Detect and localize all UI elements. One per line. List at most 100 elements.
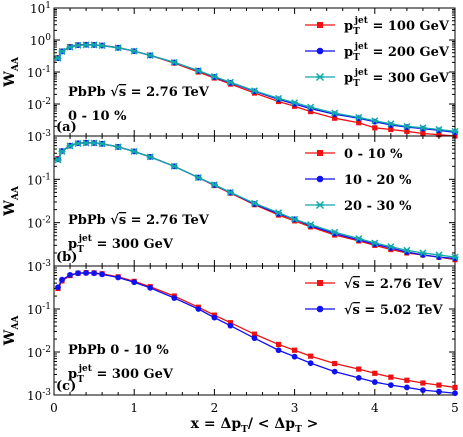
legend-label: pTjet = 200 GeV (344, 42, 450, 63)
tick-base: 10 (27, 130, 42, 144)
y-axis-label: WAA (2, 185, 21, 217)
sqrt-sign: √ (344, 303, 353, 318)
annotation: pTjet = 300 GeV (68, 234, 174, 255)
panel-label: (c) (56, 379, 76, 394)
tick-exponent: -2 (42, 97, 51, 107)
data-point (54, 54, 62, 62)
tick-exponent: 1 (45, 1, 51, 11)
ylabel-main: W (2, 200, 18, 217)
subscript: T (241, 425, 248, 435)
sqrt-sign: √ (110, 85, 119, 100)
y-tick-label: 10-1 (27, 302, 51, 317)
x-tick-label: 3 (291, 401, 299, 415)
legend-label: 20 - 30 % (344, 199, 412, 214)
data-point (115, 274, 122, 281)
subscript: T (295, 425, 302, 435)
data-point (275, 341, 282, 348)
tick-exponent: -1 (42, 65, 51, 75)
data-point (307, 360, 314, 367)
ylabel-sub: AA (11, 56, 21, 72)
data-point (451, 253, 459, 261)
superscript: jet (78, 234, 93, 244)
data-point (226, 188, 234, 196)
legend-marker (316, 175, 324, 183)
tick-exponent: 0 (45, 33, 51, 43)
label-rest: = 300 GeV (92, 237, 174, 252)
x-tick-label: 1 (130, 401, 138, 415)
data-point (146, 153, 154, 161)
data-point (170, 58, 178, 66)
data-point (195, 306, 202, 312)
data-point (91, 270, 97, 277)
x-tick-label: 4 (371, 401, 379, 415)
data-point (146, 51, 154, 59)
data-point (404, 128, 410, 134)
data-point (210, 73, 218, 81)
data-point (419, 249, 427, 257)
data-point (332, 115, 338, 121)
x-tick-label: 5 (451, 401, 459, 415)
data-point (419, 124, 427, 132)
data-point (403, 246, 411, 254)
y-tick-label: 10-3 (27, 388, 51, 403)
data-point (404, 377, 410, 383)
data-point (90, 139, 98, 147)
xlabel-part: x = Δp (191, 416, 242, 432)
data-point (275, 209, 283, 217)
legend-marker (315, 72, 325, 82)
sqrt-sign: √ (344, 277, 353, 292)
data-point (435, 251, 443, 259)
data-point (387, 382, 394, 388)
data-point (403, 384, 410, 391)
tick-base: 10 (27, 173, 42, 187)
data-point (452, 384, 458, 391)
tick-exponent: -3 (42, 129, 51, 139)
data-point (194, 174, 202, 182)
ann-label: PbPb (68, 213, 110, 228)
data-point (130, 147, 138, 155)
label-rest: = 100 GeV (368, 19, 450, 34)
ylabel-main: W (2, 329, 18, 346)
legend-entry: 20 - 30 % (305, 199, 412, 214)
tick-exponent: -1 (42, 172, 51, 182)
legend-marker (316, 305, 324, 313)
subscript: T (353, 27, 360, 37)
legend-entry: pTjet = 100 GeV (305, 16, 450, 37)
legend-marker (317, 280, 323, 286)
legend-marker (315, 200, 325, 210)
y-tick-label: 10-2 (27, 216, 51, 231)
annotation: PbPb 0 - 10 % (68, 343, 169, 358)
series-2 (54, 139, 459, 261)
data-point (66, 43, 74, 51)
annotation: PbPb √s = 2.76 TeV (68, 85, 210, 100)
legend-label: 0 - 10 % (344, 147, 403, 162)
data-point (420, 130, 426, 137)
superscript: jet (354, 16, 369, 26)
data-point (130, 47, 138, 55)
data-point (83, 270, 89, 276)
ann-label: PbPb (68, 85, 110, 100)
legend-marker (317, 150, 323, 156)
ann-rest: = 2.76 TeV (126, 85, 210, 100)
data-point (387, 243, 395, 251)
data-point (171, 295, 178, 301)
x-axis-label: x = ΔpT/ < ΔpT > (191, 416, 319, 435)
data-point (371, 239, 379, 247)
tick-base: 10 (27, 260, 42, 274)
tick-exponent: -3 (42, 388, 51, 398)
data-point (170, 162, 178, 170)
data-point (98, 42, 106, 50)
data-point (275, 94, 283, 102)
tick-base: 10 (27, 217, 42, 231)
data-point (331, 368, 338, 375)
data-point (114, 44, 122, 52)
data-point (420, 387, 426, 394)
data-point (58, 47, 66, 55)
tick-exponent: -1 (42, 302, 51, 312)
series-2 (54, 41, 459, 135)
superscript: jet (354, 42, 369, 52)
tick-base: 10 (27, 66, 42, 80)
